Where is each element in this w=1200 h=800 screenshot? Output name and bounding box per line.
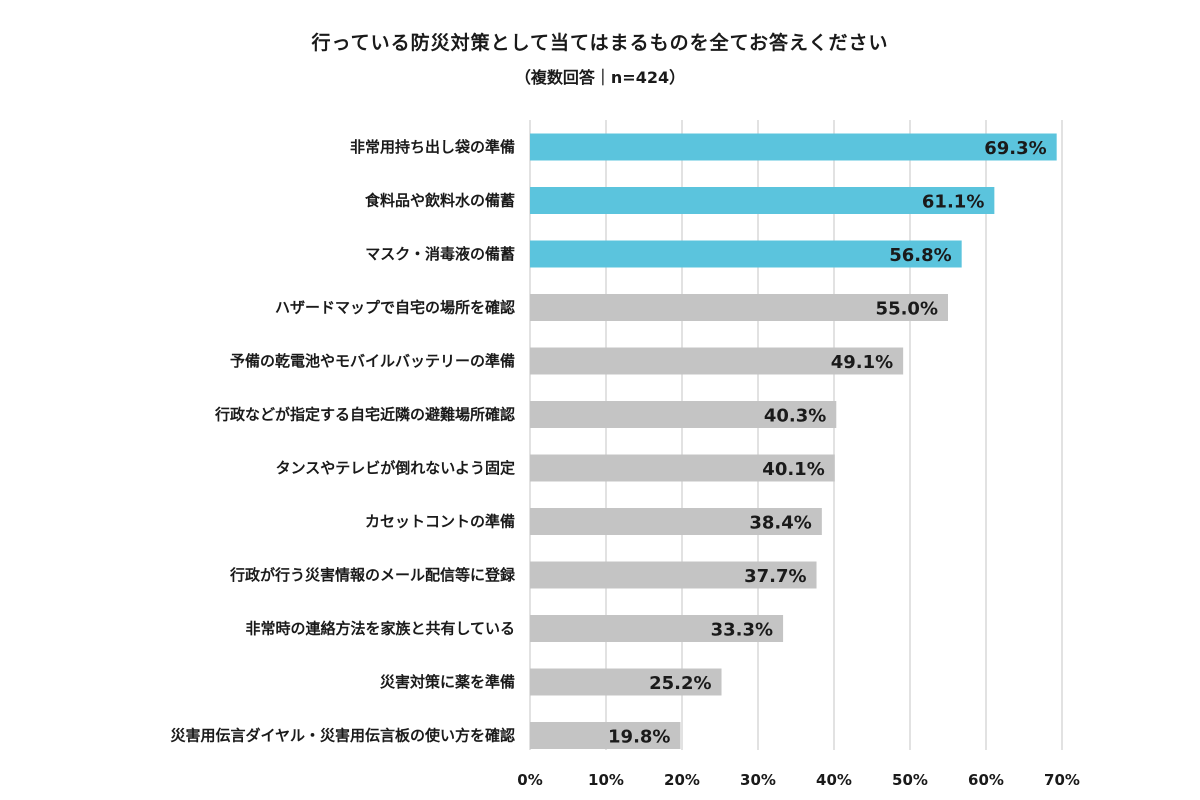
bar-11 (530, 668, 722, 696)
chart-title: 行っている防災対策として当てはまるものを全てお答えください (311, 32, 889, 54)
bar-8 (530, 508, 822, 535)
category-label-9: 行政が行う災害情報のメール配信等に登録 (229, 566, 516, 584)
category-label-11: 災害対策に薬を準備 (380, 673, 515, 691)
value-label-11: 25.2% (649, 673, 711, 694)
bar-12 (530, 722, 681, 749)
category-label-6: 行政などが指定する自宅近隣の避難場所確認 (214, 406, 515, 424)
bar-10 (530, 615, 784, 642)
category-label-10: 非常時の連絡方法を家族と共有している (245, 620, 515, 638)
bar-7 (530, 454, 835, 482)
value-label-2: 61.1% (922, 192, 984, 213)
value-label-12: 19.8% (608, 727, 670, 748)
value-label-1: 69.3% (984, 138, 1046, 159)
value-label-6: 40.3% (764, 406, 826, 427)
x-tick-label-50: 50% (892, 771, 928, 789)
bar-4 (530, 294, 948, 321)
bar-6 (530, 401, 837, 428)
x-tick-label-60: 60% (968, 771, 1004, 789)
category-label-12: 災害用伝言ダイヤル・災害用伝言板の使い方を確認 (170, 727, 515, 745)
x-tick-label-10: 10% (588, 771, 624, 789)
x-tick-label-20: 20% (664, 771, 700, 789)
value-label-9: 37.7% (744, 566, 806, 587)
x-tick-label-40: 40% (816, 771, 852, 789)
category-label-4: ハザードマップで自宅の場所を確認 (275, 299, 515, 317)
bar-5 (530, 347, 904, 375)
value-label-7: 40.1% (762, 459, 824, 480)
category-label-1: 非常用持ち出し袋の準備 (350, 138, 515, 156)
x-tick-label-0: 0% (517, 771, 542, 789)
value-label-4: 55.0% (876, 299, 938, 320)
category-label-2: 食料品や飲料水の備蓄 (365, 192, 515, 210)
bar-3 (530, 240, 962, 268)
value-label-8: 38.4% (749, 513, 811, 534)
value-label-5: 49.1% (831, 352, 893, 373)
chart-subtitle: （複数回答｜n=424） (514, 68, 686, 87)
x-tick-label-30: 30% (740, 771, 776, 789)
value-label-3: 56.8% (889, 245, 951, 266)
bar-2 (530, 187, 995, 214)
category-label-3: マスク・消毒液の備蓄 (365, 245, 515, 263)
x-tick-label-70: 70% (1044, 771, 1080, 789)
category-label-8: カセットコントの準備 (365, 513, 515, 531)
value-label-10: 33.3% (711, 620, 773, 641)
category-label-5: 予備の乾電池やモバイルバッテリーの準備 (230, 352, 515, 370)
category-label-7: タンスやテレビが倒れないよう固定 (276, 459, 515, 477)
bar-1 (530, 133, 1057, 161)
bar-9 (530, 561, 817, 589)
